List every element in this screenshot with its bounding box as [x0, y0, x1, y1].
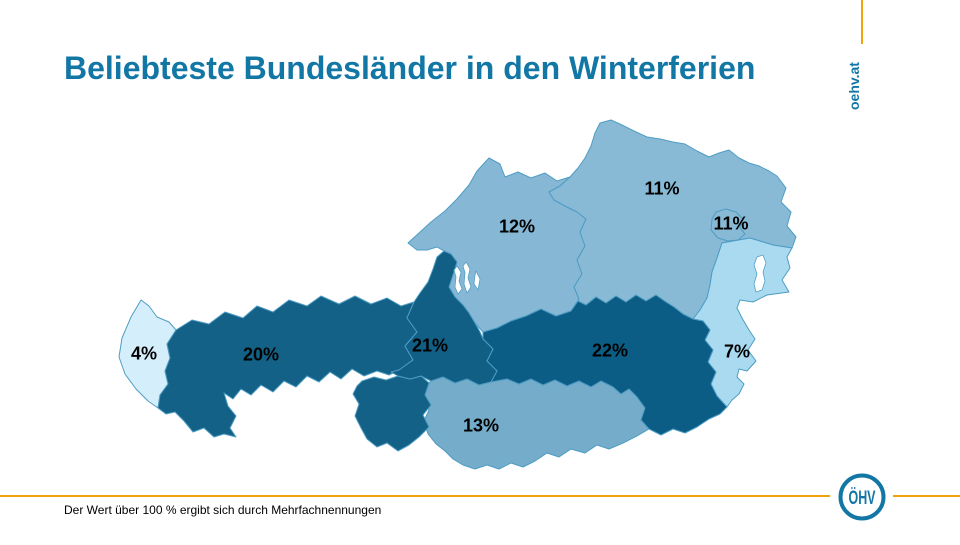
- footnote-text: Der Wert über 100 % ergibt sich durch Me…: [64, 503, 382, 517]
- region-tirol: [157, 295, 418, 438]
- label-steiermark: 22%: [591, 340, 629, 361]
- page-title: Beliebteste Bundesländer in den Winterfe…: [64, 50, 756, 86]
- oehv-logo: ÖHV: [838, 473, 886, 521]
- label-burgenland: 7%: [723, 341, 751, 362]
- lake-salzkammergut-1: [453, 265, 463, 295]
- label-niederoesterreich: 11%: [644, 178, 680, 199]
- label-oberoesterreich: 12%: [498, 216, 536, 237]
- lake-salzkammergut-2: [462, 261, 472, 294]
- gold-divider-vertical: [861, 0, 863, 44]
- label-kaernten: 13%: [462, 415, 500, 436]
- label-tirol: 20%: [242, 344, 280, 365]
- oehv-logo-ring: [838, 473, 886, 521]
- gold-divider-bottom-right: [893, 495, 960, 497]
- label-salzburg: 21%: [411, 335, 449, 356]
- region-kaernten: [423, 376, 650, 470]
- region-wien: [710, 208, 746, 242]
- region-salzburg: [390, 250, 498, 386]
- oehv-logo-letters: ÖHV: [849, 488, 876, 509]
- lake-neusiedlersee: [753, 254, 767, 293]
- label-wien: 11%: [713, 213, 749, 234]
- gold-divider-bottom-left: [0, 495, 830, 497]
- region-steiermark: [482, 294, 728, 436]
- label-vorarlberg: 4%: [130, 343, 158, 364]
- lake-salzkammergut-3: [473, 270, 481, 291]
- region-tirol-east: [352, 375, 432, 452]
